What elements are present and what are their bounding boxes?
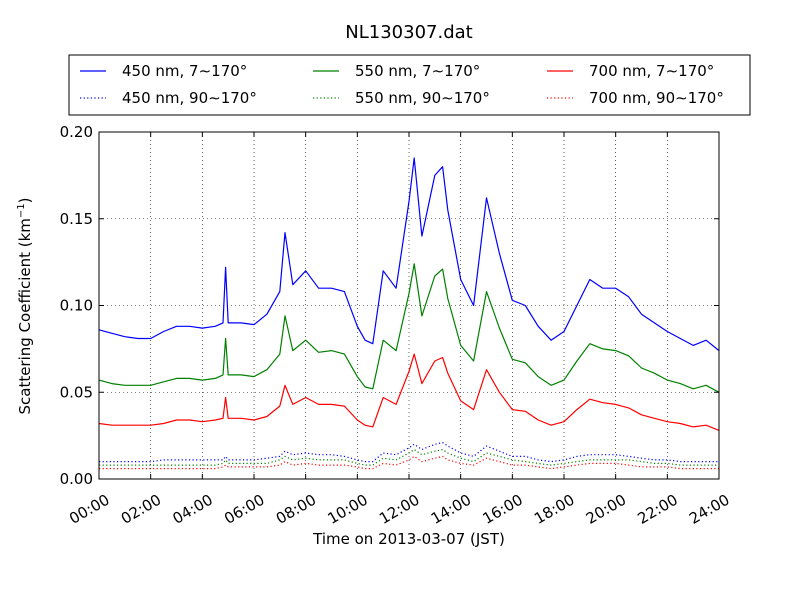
y-axis-label-close: ) <box>16 197 34 203</box>
series-group <box>98 157 720 470</box>
x-tick-label: 18:00 <box>531 491 577 528</box>
x-tick-label: 06:00 <box>221 491 267 528</box>
legend-label: 700 nm, 7∼170° <box>589 62 714 80</box>
x-tick-label: 08:00 <box>273 491 319 528</box>
legend: 450 nm, 7∼170° 550 nm, 7∼170° 700 nm, 7∼17… <box>68 54 751 116</box>
legend-label: 700 nm, 90∼170° <box>589 89 724 107</box>
legend-label: 450 nm, 7∼170° <box>122 62 247 80</box>
y-tick-label: 0.00 <box>60 470 93 488</box>
x-tick-label: 16:00 <box>479 491 525 528</box>
x-axis-label: Time on 2013-03-07 (JST) <box>312 530 505 548</box>
x-tick-label: 02:00 <box>118 491 164 528</box>
x-tick-label: 12:00 <box>376 491 422 528</box>
series-line-4 <box>99 448 719 466</box>
x-tick-label: 20:00 <box>583 491 629 528</box>
x-tick-label: 22:00 <box>634 491 680 528</box>
series-line-5 <box>99 455 719 470</box>
y-tick-label: 0.20 <box>60 123 93 141</box>
chart-title: NL130307.dat <box>345 22 472 43</box>
y-tick-label: 0.15 <box>60 210 93 228</box>
legend-label: 450 nm, 90∼170° <box>122 89 257 107</box>
x-tick-label: 24:00 <box>686 491 732 528</box>
legend-label: 550 nm, 7∼170° <box>355 62 480 80</box>
ticks <box>98 131 720 480</box>
x-tick-label: 10:00 <box>324 491 370 528</box>
x-tick-label: 00:00 <box>66 491 112 528</box>
series-line-0 <box>98 157 720 352</box>
x-tick-labels: 00:00 02:00 04:00 06:00 08:00 10:00 12:00 14:00… <box>66 491 732 528</box>
y-axis-label: Scattering Coefficient (km−1) <box>16 197 34 414</box>
series-line-1 <box>98 263 720 393</box>
grid <box>98 131 720 480</box>
y-tick-label: 0.10 <box>60 297 93 315</box>
legend-frame <box>68 54 751 116</box>
series-line-2 <box>98 353 720 431</box>
x-tick-label: 14:00 <box>428 491 474 528</box>
y-axis-label-superscript: −1 <box>16 203 27 218</box>
x-tick-label: 04:00 <box>169 491 215 528</box>
y-axis-label-main: Scattering Coefficient (km <box>16 218 34 414</box>
y-tick-label: 0.05 <box>60 383 93 401</box>
y-tick-labels: 0.00 0.05 0.10 0.15 0.20 <box>60 123 93 488</box>
legend-label: 550 nm, 90∼170° <box>355 89 490 107</box>
